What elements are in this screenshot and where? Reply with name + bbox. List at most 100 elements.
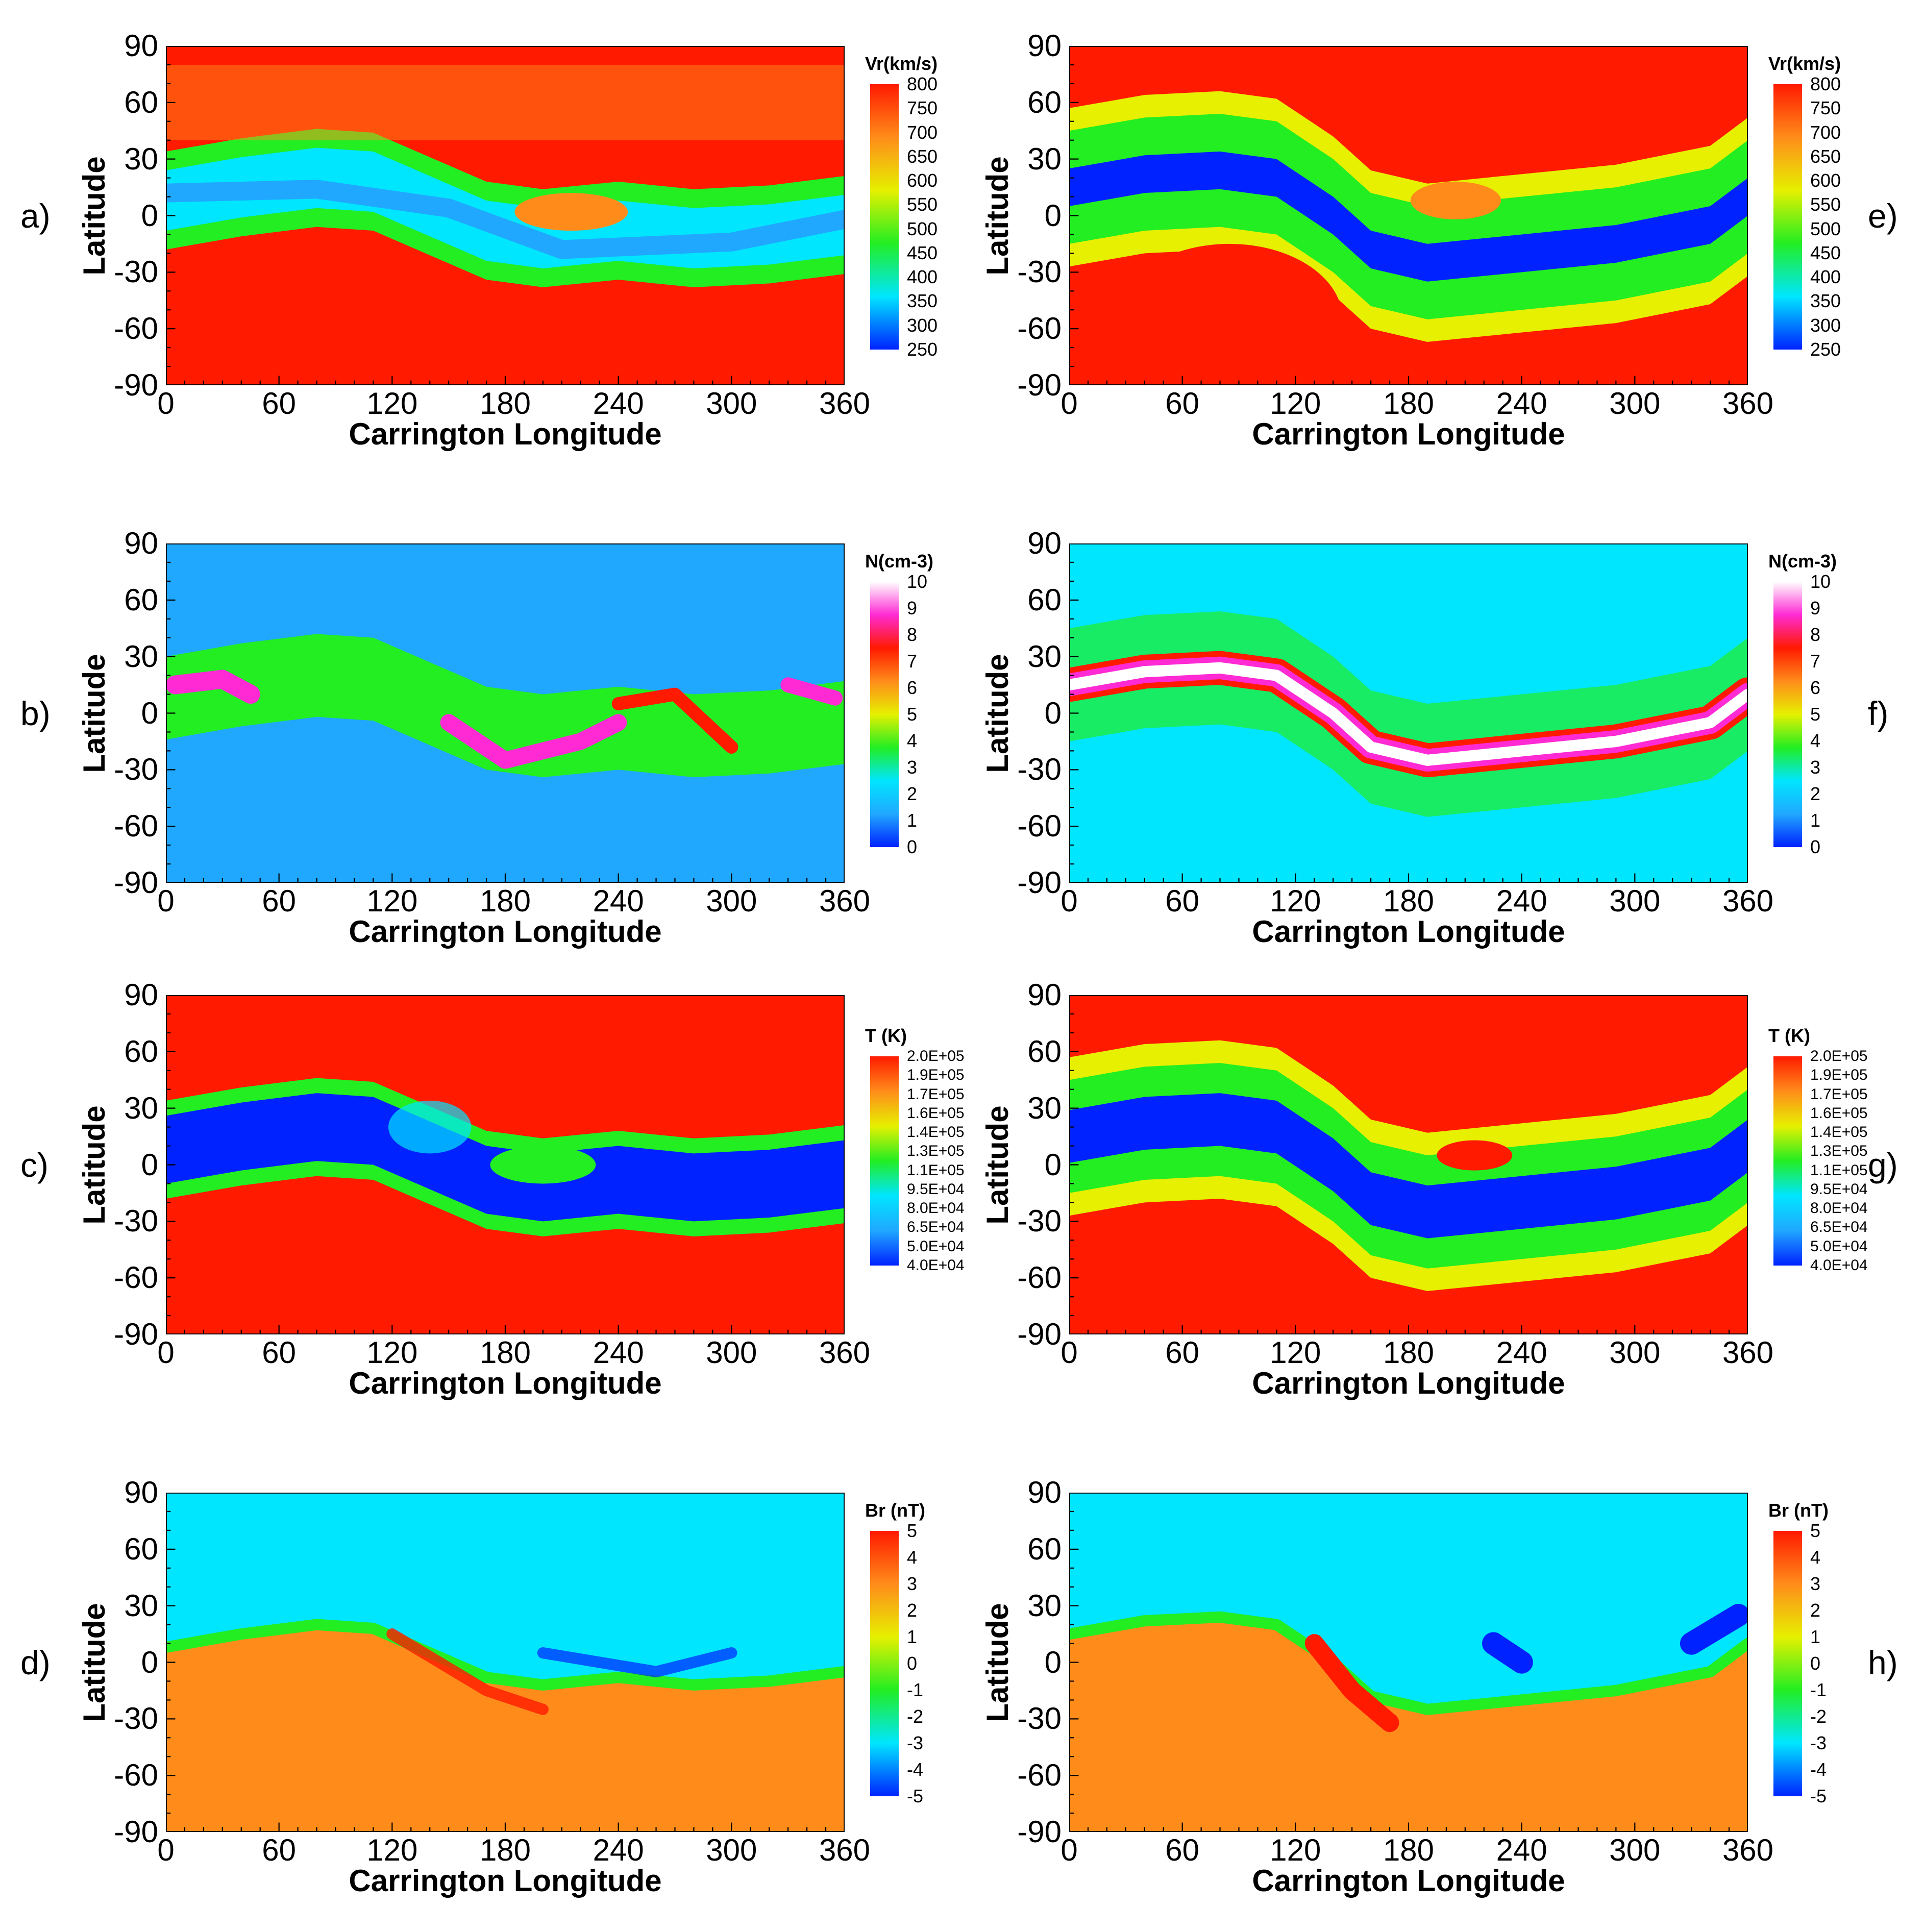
colorbar-tick-label: 1	[907, 1626, 918, 1647]
x-axis-title: Carrington Longitude	[349, 1366, 662, 1400]
x-tick-label: 360	[1722, 1833, 1774, 1867]
y-tick-label: 60	[124, 1531, 158, 1566]
colorbar-tick-label: 600	[907, 170, 938, 191]
x-tick-label: 300	[706, 1335, 757, 1370]
colorbar-tick-label: 8	[1810, 624, 1821, 645]
strong-positive-streak	[1304, 1634, 1399, 1732]
colorbar-tick-label: 1.3E+05	[907, 1143, 965, 1160]
colorbar-tick-label: 1.6E+05	[1810, 1104, 1868, 1122]
y-tick-label: 0	[1044, 696, 1062, 730]
colorbar-tick-label: 700	[907, 121, 938, 143]
colorbar-tick-label: 800	[907, 73, 938, 94]
heatmap-svg	[166, 1493, 845, 1832]
x-axis-title: Carrington Longitude	[1252, 417, 1565, 451]
colorbar-tick-label: 10	[1810, 571, 1831, 592]
colorbar-tick-label: 5.0E+04	[1810, 1237, 1868, 1255]
x-tick-label: 120	[1270, 884, 1321, 918]
y-tick-label: 60	[1027, 1034, 1062, 1069]
colorbar-tick-label: 5.0E+04	[907, 1237, 965, 1255]
x-tick-label: 120	[1270, 1335, 1321, 1370]
heatmap-plot-h	[1069, 1493, 1748, 1832]
x-tick-label: 300	[1609, 386, 1661, 420]
x-axis-title: Carrington Longitude	[1252, 1864, 1565, 1898]
colorbar-tick-label: 1	[1810, 1626, 1821, 1647]
y-tick-label: -60	[1017, 311, 1062, 346]
x-tick-label: 120	[1270, 1833, 1321, 1867]
density-blob	[166, 670, 260, 704]
colorbar-tick-label: 250	[1810, 339, 1841, 360]
x-tick-label: 240	[1496, 386, 1547, 420]
density-blob	[440, 714, 627, 769]
panel-label: c)	[20, 1146, 48, 1184]
x-tick-label: 360	[819, 884, 871, 918]
colorbar-tick-label: 1.9E+05	[1810, 1067, 1868, 1084]
x-tick-label: 0	[1060, 1335, 1078, 1370]
y-tick-label: 60	[1027, 85, 1062, 119]
colorbar-tick-label: 1.6E+05	[907, 1104, 965, 1122]
colorbar-tick-label: 4	[907, 1547, 918, 1568]
colorbar-tick-label: 2	[1810, 1600, 1821, 1621]
y-tick-label: -60	[114, 1758, 158, 1793]
colorbar-tick-label: 6	[907, 677, 918, 698]
panel-label: h)	[1868, 1643, 1898, 1681]
colorbar-tick-label: 1.4E+05	[907, 1124, 965, 1141]
y-tick-label: 30	[124, 1091, 158, 1125]
y-tick-label: -90	[114, 368, 158, 402]
colorbar-title: Vr(km/s)	[865, 53, 938, 74]
x-tick-label: 180	[1383, 386, 1435, 420]
warm-island	[490, 1146, 596, 1184]
colorbar-tick-label: 0	[907, 836, 918, 857]
x-tick-label: 360	[819, 386, 871, 420]
colorbar-tick-label: 550	[1810, 194, 1841, 215]
x-axis-title: Carrington Longitude	[1252, 1366, 1565, 1400]
panel-label: b)	[20, 694, 51, 732]
y-tick-label: 0	[1044, 198, 1062, 233]
y-tick-label: -60	[1017, 1758, 1062, 1793]
colorbar-tick-label: 7	[907, 651, 918, 672]
neutral-line	[166, 1619, 845, 1691]
x-tick-label: 300	[1609, 1335, 1661, 1370]
heatmap-plot-f	[1069, 543, 1748, 883]
colorbar-tick-label: 1.3E+05	[1810, 1143, 1868, 1160]
colorbar-tick-label: 800	[1810, 73, 1841, 94]
y-tick-label: 60	[124, 1034, 158, 1069]
fast-wind-island	[514, 193, 628, 231]
current-sheet-core	[1069, 151, 1748, 282]
colorbar-tick-label: 6	[1810, 677, 1821, 698]
strong-positive-streak	[386, 1628, 549, 1715]
colorbar-tick-label: 5	[907, 704, 918, 725]
colorbar-tick-label: 5	[1810, 704, 1821, 725]
heatmap-svg	[1069, 543, 1748, 883]
panel-label: a)	[20, 196, 51, 235]
colorbar-tick-label: -3	[1810, 1732, 1827, 1753]
colorbar-tick-label: 2	[1810, 783, 1821, 804]
colorbar-title: Vr(km/s)	[1768, 53, 1841, 74]
y-tick-label: 60	[124, 582, 158, 617]
x-tick-label: 60	[1165, 884, 1200, 918]
y-tick-label: -30	[1017, 255, 1062, 289]
x-tick-label: 360	[819, 1833, 871, 1867]
y-tick-label: 60	[1027, 582, 1062, 617]
y-tick-label: 90	[1027, 526, 1062, 560]
density-band	[166, 634, 845, 778]
heatmap-plot-c	[166, 995, 845, 1334]
y-tick-label: 60	[124, 85, 158, 119]
y-tick-label: 30	[1027, 141, 1062, 176]
y-tick-label: -30	[1017, 1204, 1062, 1239]
y-tick-label: 0	[1044, 1645, 1062, 1679]
x-tick-label: 60	[262, 884, 297, 918]
x-tick-label: 60	[262, 386, 297, 420]
y-tick-label: -30	[114, 1204, 158, 1239]
x-tick-label: 180	[1383, 1335, 1435, 1370]
y-tick-label: -90	[114, 1317, 158, 1351]
heatmap-plot-g	[1069, 995, 1748, 1334]
colorbar-tick-label: 700	[1810, 121, 1841, 143]
y-tick-label: -90	[114, 865, 158, 900]
y-tick-label: -60	[1017, 1260, 1062, 1295]
colorbar-tick-label: 7	[1810, 651, 1821, 672]
y-tick-label: 30	[124, 1588, 158, 1623]
density-blob	[611, 687, 738, 754]
x-tick-label: 0	[1060, 884, 1078, 918]
colorbar-tick-label: 400	[1810, 266, 1841, 288]
y-tick-label: 30	[1027, 1091, 1062, 1125]
